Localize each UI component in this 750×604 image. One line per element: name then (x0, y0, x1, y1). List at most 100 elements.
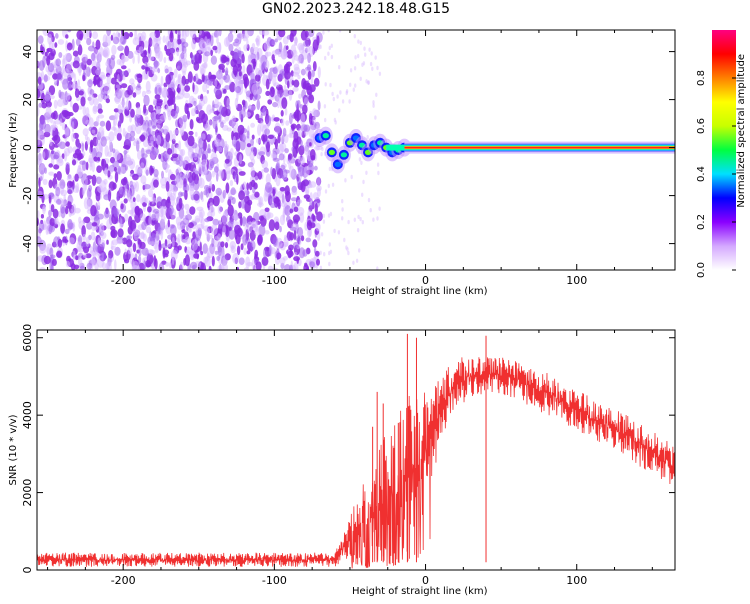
heatmap-cell (109, 166, 114, 174)
heatmap-cell (169, 192, 177, 201)
heatmap-cell (301, 89, 306, 100)
heatmap-cell (116, 132, 122, 141)
heatmap-cell (317, 66, 321, 79)
heatmap-cell (345, 245, 348, 250)
heatmap-cell (38, 177, 41, 188)
figure-title: GN02.2023.242.18.48.G15 (261, 1, 451, 17)
heatmap-cell (214, 137, 219, 148)
heatmap-cell (365, 79, 368, 84)
heatmap-cell (148, 241, 156, 246)
heatmap-cell (51, 136, 58, 141)
heatmap-cell (128, 158, 136, 170)
heatmap-cell (176, 87, 181, 93)
heatmap-cell (165, 104, 173, 113)
heatmap-cell (132, 264, 138, 270)
heatmap-cell (276, 93, 281, 104)
y-axis-label: Frequency (Hz) (8, 112, 19, 188)
heatmap-cell (272, 188, 276, 197)
heatmap-cell (279, 187, 286, 192)
heatmap-cell (140, 175, 147, 185)
heatmap-cell (246, 38, 249, 49)
heatmap-cell (263, 192, 268, 202)
heatmap-cell (178, 197, 183, 209)
heatmap-cell (103, 49, 109, 57)
heatmap-cell (129, 31, 134, 38)
heatmap-cell (117, 126, 122, 134)
heatmap-cell (285, 120, 290, 126)
heatmap-cell (267, 212, 274, 219)
heatmap-cell (75, 38, 81, 47)
heatmap-cell (62, 236, 67, 243)
heatmap-cell (121, 65, 127, 70)
heatmap-cell (197, 227, 202, 236)
heatmap-cell (112, 160, 119, 168)
heatmap-cell (177, 233, 181, 243)
heatmap-cell (186, 103, 193, 108)
heatmap-cell (246, 143, 252, 148)
heatmap-cell (328, 250, 331, 256)
heatmap-cell (91, 222, 98, 227)
heatmap-cell (155, 216, 160, 222)
heatmap-cell (67, 146, 73, 154)
heatmap-cell (289, 32, 294, 43)
heatmap-cell (96, 116, 100, 124)
heatmap-cell (82, 105, 87, 116)
heatmap-cell (216, 255, 221, 262)
heatmap-cell (156, 124, 161, 129)
heatmap-cell (328, 45, 331, 51)
heatmap-cell (54, 42, 58, 48)
heatmap-cell (64, 127, 71, 136)
heatmap-cell (162, 125, 170, 135)
heatmap-cell (210, 224, 218, 236)
heatmap-cell (274, 38, 278, 43)
heatmap-cell (267, 193, 273, 206)
heatmap-cell (99, 180, 107, 193)
heatmap-cell (45, 91, 50, 103)
heatmap-cell (91, 60, 98, 68)
heatmap-cell (129, 101, 132, 111)
heatmap-cell (174, 30, 178, 35)
heatmap-cell (92, 31, 99, 39)
heatmap-cell (218, 42, 222, 53)
heatmap-cell (86, 136, 91, 145)
heatmap-cell (65, 34, 69, 39)
heatmap-cell (71, 121, 75, 133)
heatmap-cell (251, 241, 255, 248)
heatmap-cell (344, 178, 347, 183)
heatmap-cell (349, 82, 352, 88)
heatmap-cell (376, 65, 379, 71)
heatmap-cell (157, 68, 161, 74)
heatmap-cell (330, 54, 334, 60)
heatmap-cell (285, 45, 289, 50)
heatmap-cell (114, 112, 119, 120)
heatmap-cell (114, 166, 117, 172)
heatmap-cell (297, 172, 301, 178)
heatmap-cell (376, 216, 379, 221)
heatmap-cell (254, 249, 259, 258)
heatmap-cell (245, 256, 251, 269)
heatmap-cell (93, 97, 99, 106)
heatmap-cell (341, 207, 344, 212)
heatmap-cell (91, 52, 96, 62)
heatmap-cell (112, 239, 118, 246)
heatmap-cell (69, 181, 74, 187)
heatmap-cell (291, 79, 295, 86)
heatmap-cell (261, 160, 269, 169)
heatmap-cell (52, 41, 55, 52)
heatmap-cell (114, 171, 119, 183)
heatmap-cell (291, 54, 295, 64)
heatmap-cell (136, 106, 142, 119)
heatmap-cell (302, 104, 308, 114)
heatmap-cell (290, 197, 298, 202)
heatmap-cell (250, 122, 256, 128)
heatmap-cell (288, 89, 293, 101)
heatmap-cell (208, 71, 212, 81)
heatmap-cell (265, 115, 272, 127)
heatmap-cell (58, 141, 66, 150)
heatmap-cell (267, 265, 274, 270)
heatmap-cell (41, 134, 45, 146)
y-tick-label: -40 (21, 235, 34, 253)
heatmap-cell (156, 99, 163, 104)
heatmap-cell (67, 219, 73, 231)
heatmap-cell (101, 242, 105, 250)
